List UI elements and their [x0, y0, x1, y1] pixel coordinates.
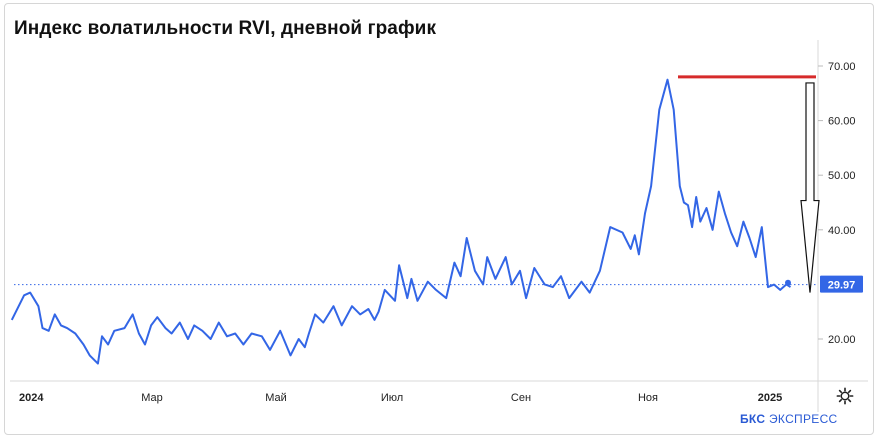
last-point-marker	[785, 279, 791, 286]
x-tick-label: Май	[265, 392, 287, 404]
y-tick-label: 20.00	[828, 334, 856, 346]
last-value-label: 29.97	[828, 280, 856, 292]
x-tick-label: Июл	[381, 392, 403, 404]
y-tick-label: 60.00	[828, 116, 856, 128]
chart-card	[4, 3, 874, 435]
down-arrow-annotation	[800, 82, 820, 293]
chart-title: Индекс волатильности RVI, дневной график	[14, 18, 437, 39]
series-line[interactable]	[10, 78, 792, 365]
x-tick-label: Ноя	[638, 392, 658, 404]
x-tick-label: Мар	[141, 392, 163, 404]
x-tick-label: Сен	[511, 392, 531, 404]
brand-logo: БКС ЭКСПРЕСС	[740, 412, 838, 426]
y-tick-label: 50.00	[828, 170, 856, 182]
y-tick-label: 70.00	[828, 61, 856, 73]
y-tick-label: 40.00	[828, 225, 856, 237]
last-value-badge	[820, 275, 863, 293]
x-tick-label: 2024	[19, 392, 44, 404]
gear-icon[interactable]	[836, 387, 854, 405]
x-tick-label: 2025	[758, 392, 782, 404]
